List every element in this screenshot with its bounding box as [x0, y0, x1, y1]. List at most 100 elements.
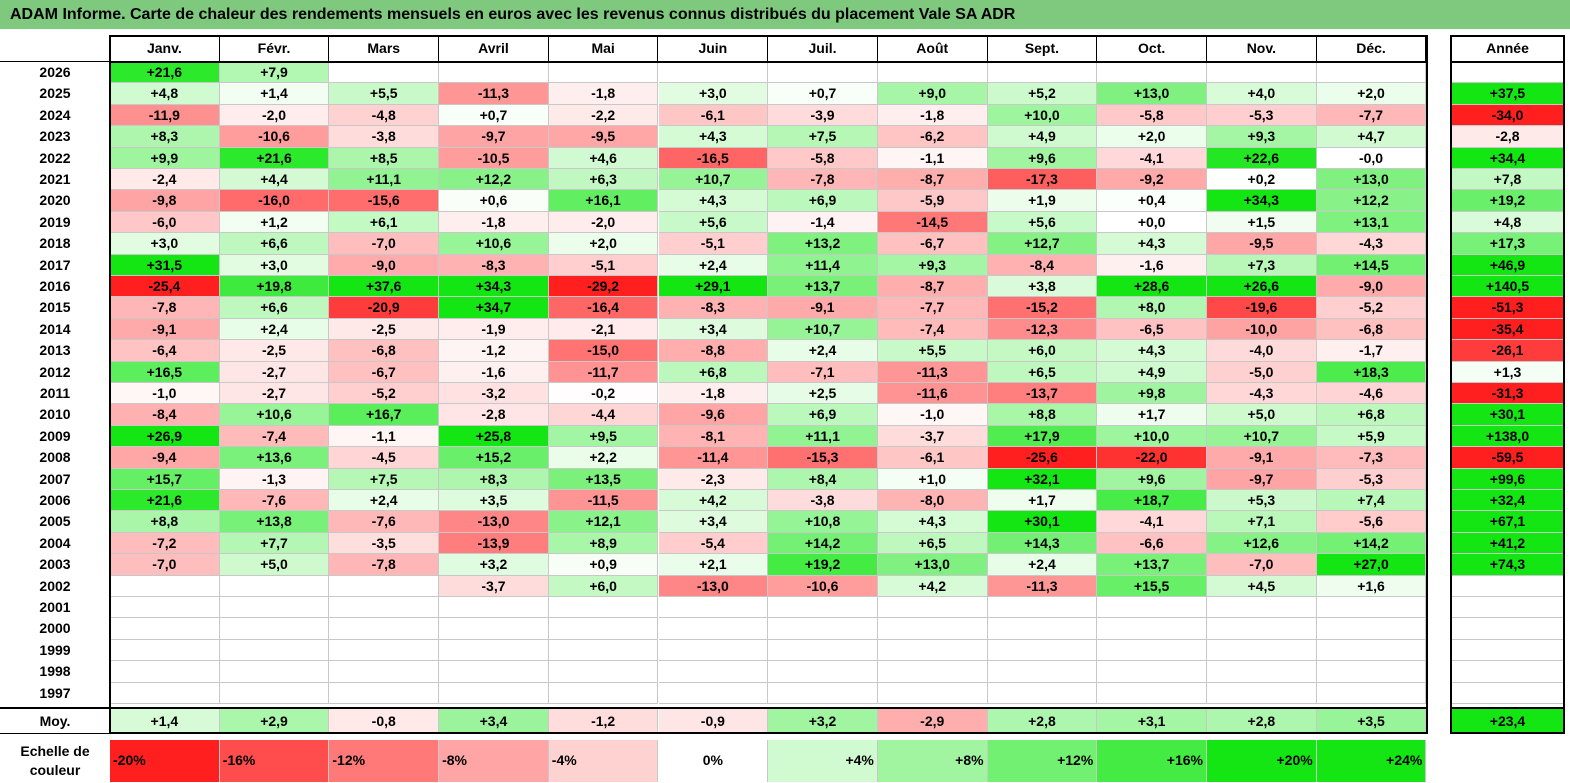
year-label: 1997	[39, 684, 71, 701]
heatmap-cell: +2,2	[548, 447, 659, 469]
heatmap-cell	[329, 682, 440, 704]
heatmap-cell: +9,6	[987, 147, 1098, 169]
heatmap-cell	[439, 661, 549, 683]
heatmap-cell: -2,7	[219, 361, 330, 383]
heatmap-cell: +5,0	[219, 554, 330, 576]
heatmap-cell: -9,1	[110, 318, 220, 341]
heatmap-cell	[1097, 682, 1207, 704]
annual-cell: +7,8	[1451, 169, 1564, 191]
heatmap-cell: -1,3	[219, 468, 330, 490]
year-label: 2016	[39, 278, 71, 294]
annual-cell: -51,3	[1451, 297, 1564, 319]
heatmap-cell: +10,7	[768, 318, 878, 341]
heatmap-cell: +6,9	[768, 404, 878, 426]
heatmap-cell: -7,1	[768, 361, 878, 383]
scale-swatch: +4%	[768, 740, 878, 782]
heatmap-cell: -5,2	[1316, 297, 1427, 319]
scale-swatch: +12%	[987, 740, 1098, 782]
heatmap-cell: +4,9	[1097, 361, 1207, 383]
heatmap-cell: +8,5	[329, 147, 440, 169]
heatmap-cell	[439, 682, 549, 704]
average-cell: -0,8	[329, 709, 440, 733]
heatmap-cell	[987, 618, 1098, 640]
heatmap-cell	[987, 597, 1098, 619]
heatmap-cell: -1,8	[439, 211, 549, 234]
heatmap-cell	[219, 682, 330, 704]
heatmap-cell: -6,6	[1097, 532, 1207, 555]
heatmap-cell: -9,6	[658, 404, 769, 426]
heatmap-cell: +2,4	[768, 340, 878, 362]
heatmap-cell	[768, 639, 878, 662]
heatmap-cell	[110, 682, 220, 704]
heatmap-cell: +6,9	[768, 190, 878, 212]
heatmap-cell: -9,0	[1316, 276, 1427, 298]
heatmap-cell: +13,1	[1316, 211, 1427, 234]
year-label: 2006	[39, 492, 71, 508]
annual-cell: +30,1	[1451, 404, 1564, 426]
heatmap-cell	[658, 639, 769, 662]
scale-swatch: +8%	[877, 740, 988, 782]
average-cell: -2,9	[877, 709, 988, 733]
year-label: 2010	[39, 406, 71, 423]
annual-cell: +140,5	[1451, 276, 1564, 298]
heatmap-cell: -7,8	[110, 297, 220, 319]
heatmap-cell: -10,0	[1207, 318, 1317, 341]
heatmap-cell: +6,5	[987, 361, 1098, 383]
heatmap-cell: +3,5	[439, 490, 549, 512]
heatmap-cell: +5,6	[658, 211, 769, 234]
heatmap-cell	[548, 618, 659, 640]
heatmap-cell: +13,6	[219, 447, 330, 469]
heatmap-cell	[658, 597, 769, 619]
heatmap-cell: -2,0	[219, 104, 330, 127]
heatmap-cell: -5,1	[548, 254, 659, 276]
heatmap-cell: -7,0	[1207, 554, 1317, 576]
heatmap-cell: -7,4	[219, 425, 330, 448]
heatmap-cell: -5,2	[329, 383, 440, 405]
heatmap-cell: +10,8	[768, 511, 878, 533]
scale-swatch: 0%	[658, 740, 769, 782]
heatmap-cell: -9,0	[329, 254, 440, 276]
heatmap-cell: -7,3	[1316, 447, 1427, 469]
heatmap-cell: +9,0	[877, 83, 988, 105]
heatmap-cell: +16,5	[110, 361, 220, 383]
heatmap-cell	[548, 639, 659, 662]
heatmap-cell: +0,9	[548, 554, 659, 576]
heatmap-cell: -7,0	[329, 233, 440, 255]
heatmap-cell: +5,0	[1207, 404, 1317, 426]
heatmap-cell: +34,3	[1207, 190, 1317, 212]
annual-cell: +67,1	[1451, 511, 1564, 533]
heatmap-cell	[1097, 661, 1207, 683]
heatmap-cell: +9,6	[1097, 468, 1207, 490]
month-header: Sept.	[988, 35, 1098, 62]
annual-header-divider	[1451, 61, 1564, 63]
heatmap-cell	[219, 575, 330, 597]
heatmap-cell	[987, 639, 1098, 662]
heatmap-cell: -5,8	[1097, 104, 1207, 127]
heatmap-cell: -7,7	[877, 297, 988, 319]
annual-cell	[1451, 639, 1564, 662]
average-cell: +3,2	[768, 709, 878, 733]
annual-cell: +99,6	[1451, 468, 1564, 490]
heatmap-cell: -9,4	[110, 447, 220, 469]
month-header: Avril	[439, 35, 549, 62]
heatmap-cell	[439, 597, 549, 619]
heatmap-cell: -7,2	[110, 532, 220, 555]
heatmap-cell: +12,6	[1207, 532, 1317, 555]
heatmap-cell: +6,6	[219, 297, 330, 319]
heatmap-cell: -3,8	[329, 126, 440, 148]
heatmap-cell: +8,8	[987, 404, 1098, 426]
heatmap-cell	[1207, 661, 1317, 683]
heatmap-cell: +12,2	[439, 169, 549, 191]
heatmap-cell: -2,5	[219, 340, 330, 362]
chart-title: ADAM Informe. Carte de chaleur des rende…	[0, 0, 1570, 29]
heatmap-cell: +8,8	[110, 511, 220, 533]
heatmap-cell: -5,3	[1207, 104, 1317, 127]
heatmap-cell: +4,0	[1207, 83, 1317, 105]
heatmap-cell	[329, 639, 440, 662]
heatmap-cell: -1,1	[877, 147, 988, 169]
heatmap-cell: -29,2	[548, 276, 659, 298]
heatmap-cell: +10,0	[987, 104, 1098, 127]
month-header: Juin	[659, 35, 769, 62]
year-label: 2019	[39, 213, 71, 230]
heatmap-cell: -15,6	[329, 190, 440, 212]
